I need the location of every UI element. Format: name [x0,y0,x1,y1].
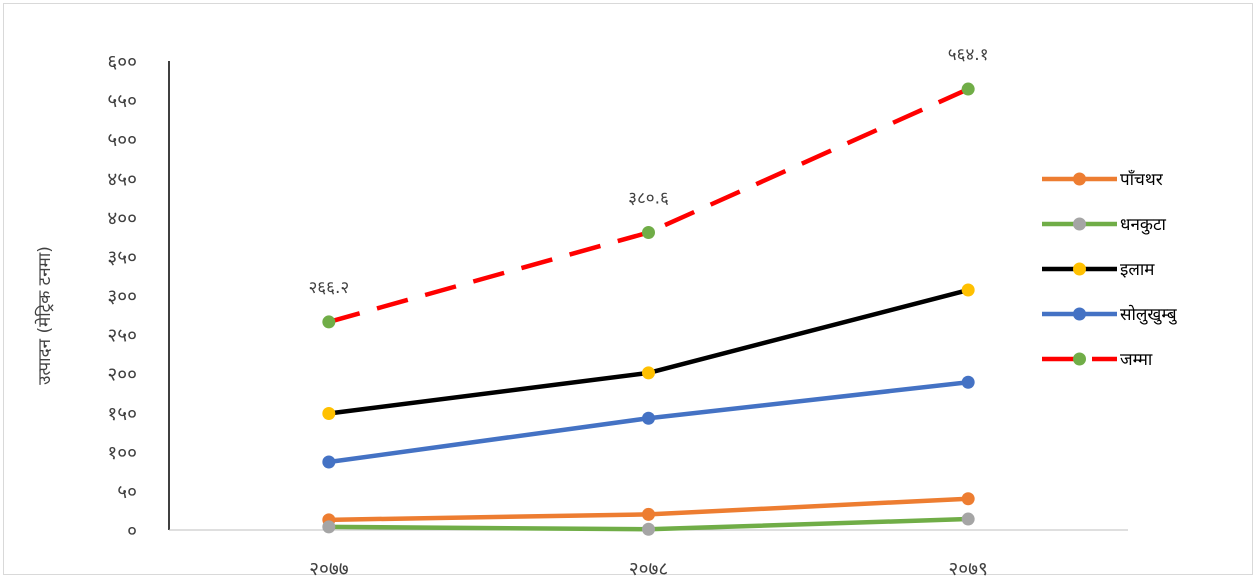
legend-marker [1073,352,1086,366]
data-point [961,283,975,297]
data-point [961,375,975,389]
data-point [322,520,336,534]
data-label: ३८०.६ [628,188,669,208]
legend-marker [1073,217,1086,231]
legend-label: पाँचथर [1120,169,1164,190]
data-label: २६६.२ [308,278,349,298]
y-tick-label: १५० [107,403,137,425]
y-tick-label: २५० [107,325,137,347]
x-tick-label: २०७८ [629,558,669,580]
y-axis-title: उत्पादन (मेट्रिक टनमा) [34,246,55,385]
data-point [961,512,975,526]
legend: पाँचथर धनकुटा इलाम सोलुखुम्बु जम्मा [1042,169,1178,370]
legend-label: सोलुखुम्बु [1120,304,1178,325]
y-tick-label: २०० [107,364,137,386]
y-tick-label: ३०० [107,286,137,308]
x-tick-labels: २०७७ २०७८ २०७९ [309,558,988,580]
data-point [322,407,336,421]
y-tick-label: ५०० [107,129,137,151]
legend-label: इलाम [1120,260,1155,280]
legend-label: जम्मा [1120,350,1153,370]
y-tick-label: ४०० [107,207,137,229]
data-point [642,225,655,239]
legend-marker [1073,262,1086,276]
y-tick-label: ५० [117,481,137,503]
y-tick-label: १०० [107,442,137,464]
data-point [322,315,336,329]
data-point [642,411,655,425]
data-point [642,366,655,380]
y-tick-label: ३५० [107,246,137,268]
y-tick-label: ० [127,520,137,542]
y-tick-labels: ० ५० १०० १५० २०० २५० ३०० ३५० ४०० ४५० ५०० ५५० ६०० [107,51,137,542]
legend-marker [1073,307,1086,321]
x-tick-label: २०७९ [948,558,988,580]
data-labels: २६६.२ ३८०.६ ५६४.१ [308,45,988,298]
data-label: ५६४.१ [948,45,989,65]
data-point [961,492,975,506]
legend-marker [1073,172,1086,186]
x-tick-label: २०७७ [309,558,349,580]
y-tick-label: ५५० [107,90,137,112]
series-group [322,82,975,536]
legend-label: धनकुटा [1120,215,1167,235]
y-tick-label: ६०० [107,51,137,73]
data-point [961,82,975,96]
chart-frame [3,3,1253,575]
data-point [642,507,655,521]
data-point [642,522,655,536]
data-point [322,455,336,469]
y-tick-label: ४५० [107,168,137,190]
